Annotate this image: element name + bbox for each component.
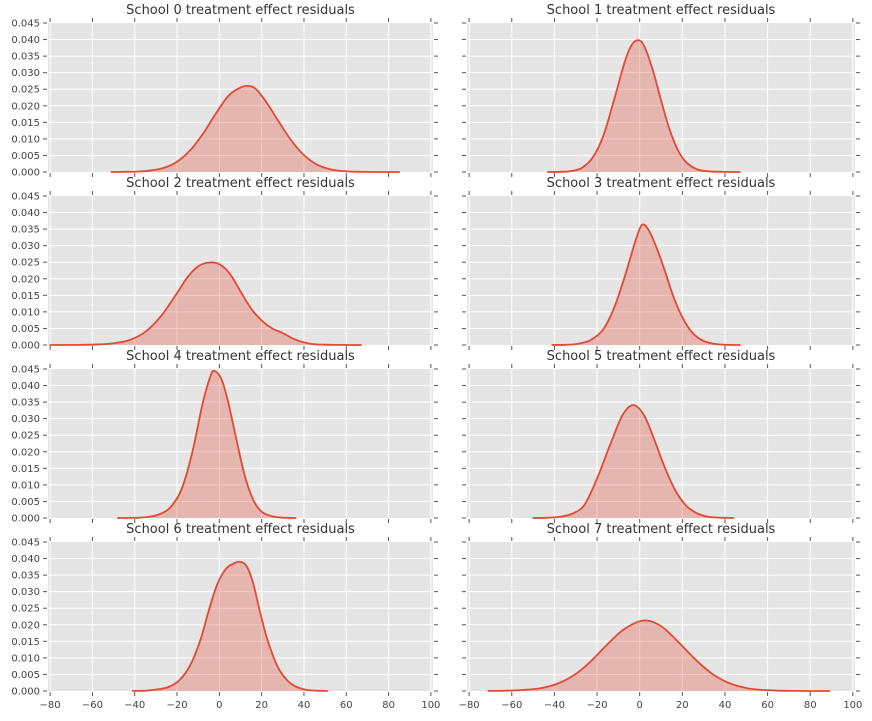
x-tick-label: −20 — [586, 700, 607, 711]
x-tick-label: 0 — [216, 700, 222, 711]
kde-line — [131, 560, 329, 692]
x-tick-label: −80 — [459, 700, 480, 711]
subplot-school-4: 0.000 0.005 0.010 0.015 0.020 0.025 0.030 0.035… — [11, 364, 438, 525]
kde-line — [110, 85, 401, 173]
plot-area — [48, 369, 433, 518]
y-tick-label: 0.020 — [11, 274, 40, 285]
x-tick-label: −60 — [82, 700, 103, 711]
y-tick-label: 0.040 — [11, 35, 40, 46]
y-tick-label: 0.020 — [11, 620, 40, 631]
y-tick-label: 0.005 — [11, 151, 40, 162]
y-tick-label: 0.010 — [11, 307, 40, 318]
y-tick-label: 0.030 — [11, 587, 40, 598]
y-tick-label: 0.000 — [11, 687, 40, 698]
plot-area — [467, 369, 855, 518]
y-tick-label: 0.015 — [11, 118, 40, 129]
y-tick-label: 0.015 — [11, 464, 40, 475]
y-tick-label: 0.020 — [11, 447, 40, 458]
subplot-school-2: 0.000 0.005 0.010 0.015 0.020 0.025 0.030 0.035… — [11, 191, 438, 352]
y-tick-label: 0.010 — [11, 653, 40, 664]
kde-fill — [552, 224, 740, 345]
plot-area — [48, 196, 433, 345]
x-tick-label: 100 — [421, 700, 440, 711]
y-tick-label: 0.035 — [11, 52, 40, 63]
plot-area — [48, 23, 433, 172]
y-tick-label: 0.040 — [11, 554, 40, 565]
subplot-school-5 — [462, 364, 860, 523]
y-tick-label: 0.030 — [11, 414, 40, 425]
y-tick-label: 0.045 — [11, 19, 40, 30]
y-tick-label: 0.020 — [11, 101, 40, 112]
subplot-school-0: 0.000 0.005 0.010 0.015 0.020 0.025 0.030 0.035… — [11, 18, 438, 179]
kde-fill — [488, 620, 830, 691]
x-tick-label: 80 — [804, 700, 817, 711]
y-tick-label: 0.045 — [11, 365, 40, 376]
x-tick-label: 20 — [255, 700, 268, 711]
y-tick-label: 0.000 — [11, 514, 40, 525]
kde-line — [49, 261, 362, 346]
y-tick-label: 0.030 — [11, 241, 40, 252]
plot-area — [467, 196, 855, 345]
y-tick-label: 0.000 — [11, 168, 40, 179]
y-tick-label: 0.035 — [11, 225, 40, 236]
y-tick-label: 0.005 — [11, 324, 40, 335]
kde-line — [551, 223, 741, 346]
kde-line — [116, 369, 297, 519]
y-tick-label: 0.015 — [11, 637, 40, 648]
plot-area — [467, 542, 855, 691]
y-tick-label: 0.035 — [11, 398, 40, 409]
y-tick-label: 0.015 — [11, 291, 40, 302]
kde-line — [547, 39, 741, 173]
y-tick-label: 0.025 — [11, 258, 40, 269]
subplot-school-1 — [462, 18, 860, 177]
x-tick-label: −40 — [544, 700, 565, 711]
y-tick-label: 0.030 — [11, 68, 40, 79]
x-tick-label: −80 — [40, 700, 61, 711]
x-tick-label: 0 — [636, 700, 642, 711]
y-tick-label: 0.010 — [11, 480, 40, 491]
subplot-school-3 — [462, 191, 860, 350]
y-tick-label: 0.045 — [11, 192, 40, 203]
x-tick-label: 20 — [676, 700, 689, 711]
y-tick-label: 0.035 — [11, 571, 40, 582]
y-tick-label: 0.040 — [11, 381, 40, 392]
y-tick-label: 0.005 — [11, 497, 40, 508]
y-tick-label: 0.025 — [11, 431, 40, 442]
kde-fill — [117, 370, 296, 518]
kde-fill — [548, 40, 740, 173]
x-tick-label: 60 — [340, 700, 353, 711]
kde-fill — [111, 85, 400, 172]
y-tick-label: 0.005 — [11, 670, 40, 681]
x-tick-label: −40 — [124, 700, 145, 711]
x-tick-label: 40 — [298, 700, 311, 711]
kde-line — [532, 404, 735, 519]
x-tick-label: −20 — [166, 700, 187, 711]
y-tick-label: 0.045 — [11, 538, 40, 549]
plot-area — [48, 542, 433, 691]
subplot-school-6: 0.000 0.005 0.010 0.015 0.020 0.025 0.030 0.035… — [11, 537, 440, 711]
x-tick-label: 60 — [761, 700, 774, 711]
x-tick-label: 40 — [719, 700, 732, 711]
y-tick-label: 0.040 — [11, 208, 40, 219]
y-tick-label: 0.025 — [11, 85, 40, 96]
y-tick-label: 0.010 — [11, 134, 40, 145]
kde-line — [487, 619, 831, 692]
y-tick-label: 0.000 — [11, 341, 40, 352]
kde-fill — [132, 561, 328, 691]
x-tick-label: 80 — [382, 700, 395, 711]
y-tick-label: 0.025 — [11, 604, 40, 615]
kde-fill — [533, 405, 734, 518]
x-tick-label: 100 — [843, 700, 862, 711]
kde-fill — [50, 262, 362, 345]
subplot-school-7: −80 −60 −40 −20 0 20 40 60 80 100 — [459, 537, 862, 711]
x-tick-label: −60 — [501, 700, 522, 711]
